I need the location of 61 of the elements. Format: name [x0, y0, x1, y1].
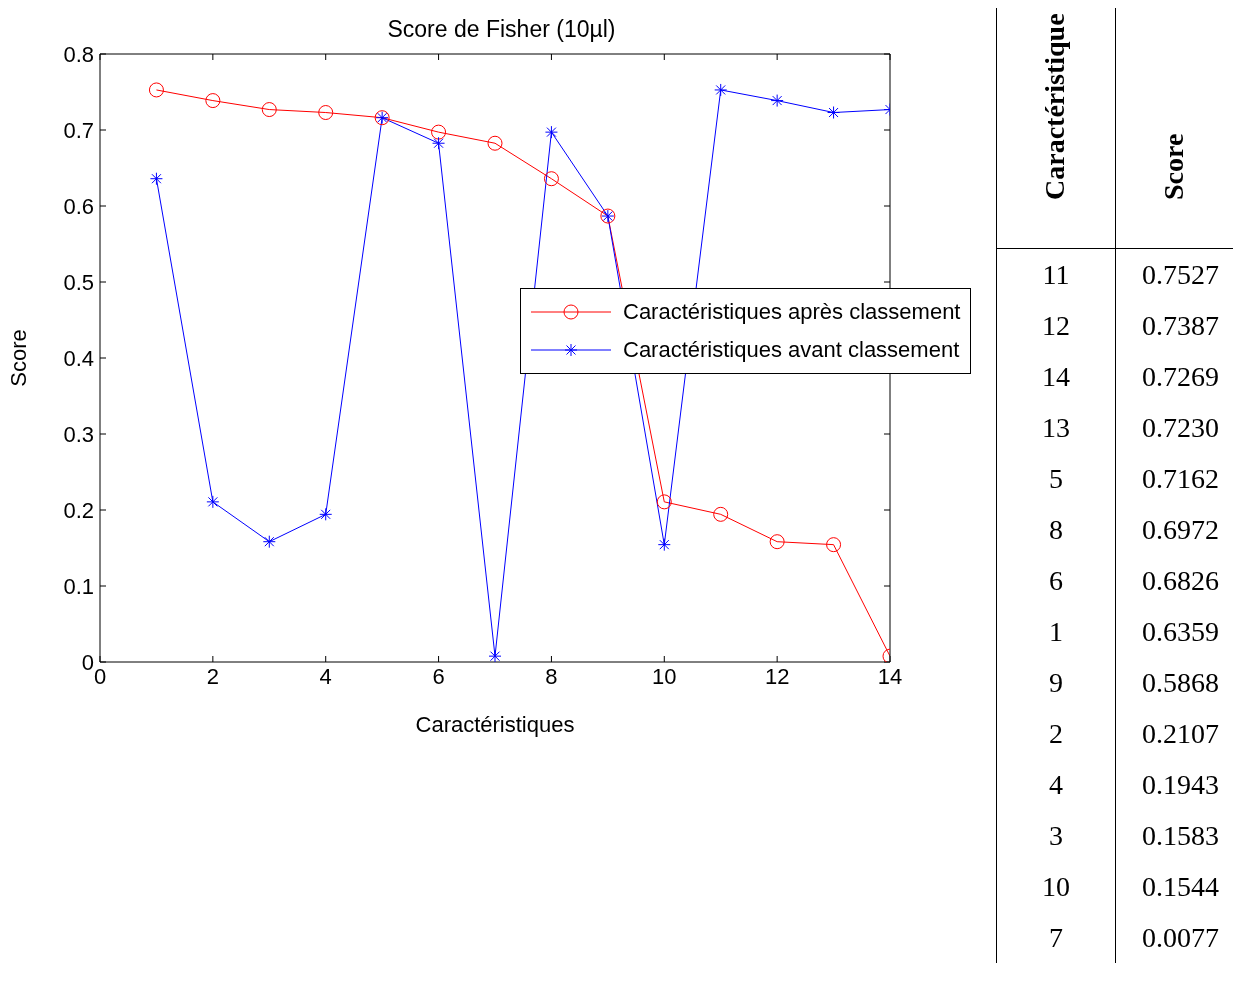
y-tick-label: 0.5 [63, 269, 94, 295]
point [769, 534, 785, 550]
text: 0.6972 [1142, 513, 1219, 545]
category-label: 7 [997, 912, 1116, 963]
y-tick-label: 0.4 [63, 345, 94, 371]
y-tick-label: 0.3 [63, 421, 94, 447]
x-tick-label: 10 [652, 663, 677, 689]
point [205, 93, 221, 109]
x-tick-label: 14 [877, 663, 903, 689]
y-tick-label: 0.8 [63, 41, 94, 67]
category-label: 6 [997, 555, 1116, 606]
x-tick-label: 6 [432, 663, 445, 689]
x-tick-label: 2 [206, 663, 219, 689]
category-label: 12 [997, 300, 1116, 351]
text: 0.7269 [1142, 360, 1219, 392]
y-tick-label: 0.2 [63, 497, 94, 523]
category-label: 5 [997, 453, 1116, 504]
x-tick-label: 8 [545, 663, 558, 689]
text: 0.5868 [1142, 666, 1219, 698]
point [148, 82, 164, 98]
chart-title: Score de Fisher (10µl) [386, 16, 617, 43]
y-axis-title: Score [5, 329, 31, 387]
point [318, 105, 334, 121]
text: Caractéristique [1039, 13, 1071, 200]
y-tick-label: 0.7 [63, 117, 94, 143]
category-label: 4 [997, 759, 1116, 810]
category-label: 11 [997, 249, 1116, 300]
point [431, 124, 447, 140]
category-label: 13 [997, 402, 1116, 453]
category-label: 3 [997, 810, 1116, 861]
text: 0.7527 [1142, 258, 1219, 290]
category-label: 1 [997, 606, 1116, 657]
text: 0.6359 [1142, 615, 1219, 647]
category-label: 2 [997, 708, 1116, 759]
category-label: 14 [997, 351, 1116, 402]
text: 0.7230 [1142, 411, 1219, 443]
point [487, 135, 503, 151]
text: 0.7162 [1142, 462, 1219, 494]
point [826, 537, 842, 553]
point [713, 506, 729, 522]
category-label: 8 [997, 504, 1116, 555]
category-label: 10 [997, 861, 1116, 912]
text: 0.7387 [1142, 309, 1219, 341]
legend-label: Caractéristiques avant classement [623, 337, 960, 363]
text: 0.2107 [1142, 717, 1219, 749]
text: 0.0077 [1142, 921, 1219, 953]
x-axis-title: Caractéristiques [415, 712, 575, 737]
x-tick-label: 4 [319, 663, 332, 689]
text: 0.1544 [1142, 870, 1219, 902]
point [543, 171, 559, 187]
point [261, 102, 277, 118]
x-tick-label: 12 [764, 663, 790, 689]
category-label: 9 [997, 657, 1116, 708]
text: Score [1158, 133, 1190, 200]
text: 0.1943 [1142, 768, 1219, 800]
y-tick-label: 0.6 [63, 193, 94, 219]
text: 0.6826 [1142, 564, 1219, 596]
y-tick-label: 0.1 [63, 573, 94, 599]
text: 0.1583 [1142, 819, 1219, 851]
point [656, 494, 672, 510]
legend-label: Caractéristiques après classement [623, 299, 961, 325]
